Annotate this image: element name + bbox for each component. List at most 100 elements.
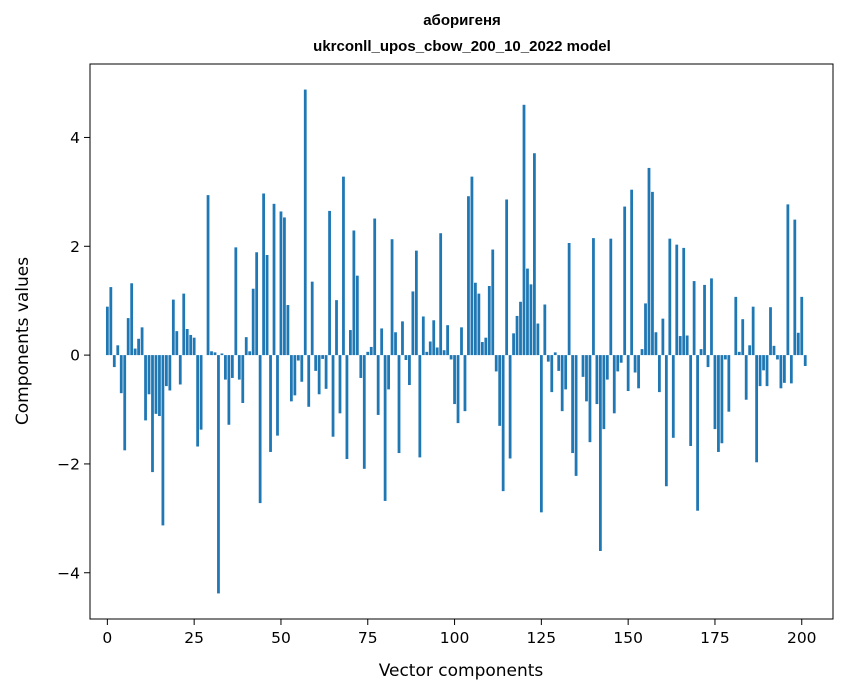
bar	[467, 196, 470, 356]
bar	[654, 332, 658, 356]
bar	[137, 338, 140, 356]
bar	[255, 252, 259, 356]
bar	[286, 305, 290, 356]
bar	[119, 355, 123, 394]
y-tick-label: 0	[70, 347, 80, 365]
x-tick-label: 100	[440, 629, 470, 647]
bar	[786, 204, 790, 356]
bar	[314, 355, 318, 371]
bar	[349, 330, 352, 356]
x-tick-label: 175	[700, 629, 730, 647]
bar	[668, 238, 672, 356]
bar	[178, 355, 182, 385]
bar	[553, 352, 557, 356]
y-tick-label: 2	[70, 238, 80, 256]
bar	[380, 328, 384, 356]
bar	[626, 355, 630, 392]
bar	[331, 355, 335, 437]
bar	[564, 355, 568, 390]
bar	[529, 284, 533, 356]
bar	[734, 296, 738, 356]
bar	[446, 325, 449, 356]
bar	[616, 355, 620, 372]
bar	[230, 355, 234, 378]
bar	[293, 355, 297, 396]
bar	[175, 331, 179, 356]
bar	[758, 355, 762, 387]
bar	[196, 355, 200, 447]
bar	[321, 355, 325, 359]
bar	[182, 293, 186, 356]
bar	[234, 247, 238, 356]
y-tick-label: −2	[57, 455, 80, 473]
bar	[272, 203, 276, 356]
bar	[484, 337, 488, 356]
bar	[543, 304, 547, 356]
bar	[213, 352, 217, 356]
bar	[217, 355, 220, 594]
bar	[612, 355, 616, 414]
bar	[640, 349, 644, 356]
bar	[414, 250, 418, 356]
bar	[494, 355, 498, 372]
bar	[421, 316, 425, 356]
bar	[307, 355, 311, 407]
bar	[161, 355, 165, 526]
bar	[126, 318, 130, 356]
bar	[133, 348, 137, 356]
bar	[671, 355, 675, 438]
bar	[491, 249, 495, 356]
x-tick-label: 150	[613, 629, 643, 647]
bar	[706, 355, 710, 368]
bar	[692, 281, 696, 356]
bar	[644, 303, 647, 356]
bar	[366, 351, 370, 356]
x-axis-label: Vector components	[379, 661, 544, 681]
y-axis-ticks: −4 −2 0 2 4	[57, 129, 90, 582]
bar	[369, 346, 373, 356]
bar	[536, 323, 540, 356]
bar	[699, 349, 703, 356]
x-axis-ticks: 0 25 50 75 100 125 150 175 200	[102, 619, 817, 647]
bar	[362, 355, 366, 469]
bar	[359, 355, 363, 378]
bar	[112, 355, 116, 368]
bar	[619, 355, 623, 363]
bar	[210, 351, 213, 356]
bar	[262, 193, 265, 356]
bar	[324, 355, 328, 389]
x-tick-label: 50	[271, 629, 291, 647]
bar	[647, 167, 651, 356]
bar	[800, 296, 804, 356]
bar	[310, 281, 314, 356]
bar	[199, 355, 203, 430]
bar	[546, 355, 550, 362]
bar	[428, 341, 432, 356]
bar	[803, 355, 807, 366]
bar	[713, 355, 717, 430]
bar	[623, 206, 627, 356]
bar	[376, 355, 380, 415]
bar	[109, 287, 113, 356]
bar	[512, 333, 515, 356]
bar	[560, 355, 564, 412]
bar	[505, 199, 509, 356]
bar	[460, 327, 463, 356]
bar	[345, 355, 349, 460]
bar	[105, 306, 109, 356]
bar	[352, 230, 356, 356]
bar	[796, 332, 800, 356]
bar	[783, 355, 786, 383]
bar	[456, 355, 460, 424]
bar	[585, 355, 588, 402]
bar	[487, 286, 491, 356]
bar	[755, 355, 759, 463]
bar	[741, 319, 745, 356]
bar	[251, 288, 255, 356]
chart-title-line-1: аборигеня	[423, 12, 501, 29]
bar	[439, 233, 443, 356]
bar	[776, 355, 779, 360]
bar	[519, 301, 522, 356]
bar	[508, 355, 512, 459]
bar	[595, 355, 599, 405]
